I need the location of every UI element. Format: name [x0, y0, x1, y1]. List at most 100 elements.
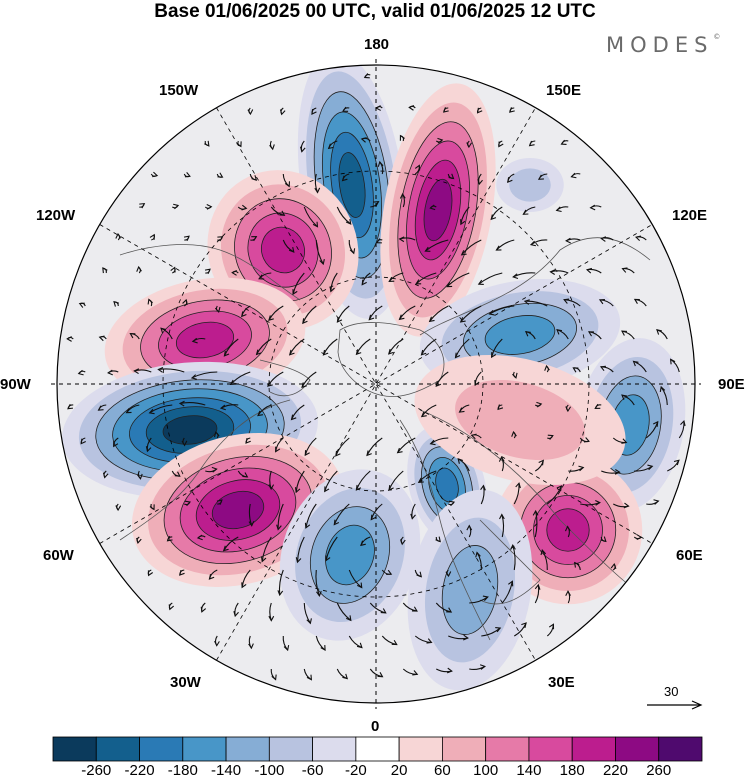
colorbar-swatch: [182, 736, 227, 762]
colorbar: [52, 736, 703, 762]
wind-arrow: [594, 403, 602, 410]
wind-arrow: [333, 503, 350, 526]
wind-arrow: [327, 140, 338, 150]
wind-arrow: [572, 367, 581, 373]
colorbar-swatch: [398, 736, 443, 762]
wind-arrow: [170, 266, 176, 274]
wind-arrow: [304, 503, 317, 529]
wind-arrow: [160, 327, 173, 340]
wind-arrow: [214, 305, 221, 313]
wind-arrow: [115, 503, 122, 512]
wind-arrow: [563, 298, 581, 307]
wind-arrow: [585, 267, 602, 274]
colorbar-swatch: [225, 736, 270, 762]
label-90e: 90E: [718, 376, 745, 393]
colorbar-swatch: [658, 736, 703, 762]
wind-arrow: [245, 437, 251, 444]
wind-arrow: [148, 404, 173, 415]
wind-arrow: [136, 265, 142, 274]
wind-arrow: [547, 434, 554, 440]
wind-arrow: [381, 569, 393, 576]
brand-text: MODES: [606, 33, 714, 57]
wind-arrow: [335, 437, 350, 457]
wind-arrow: [348, 569, 363, 589]
wind-arrow: [157, 367, 185, 373]
wind-arrow: [361, 272, 371, 286]
wind-arrow: [495, 239, 515, 251]
wind-arrow: [410, 503, 416, 520]
wind-arrow: [388, 470, 404, 491]
wind-arrow: [497, 404, 504, 411]
anomaly-center: [496, 158, 564, 212]
wind-arrow: [137, 470, 143, 480]
polar-map: [51, 59, 701, 709]
wind-arrow: [294, 470, 305, 494]
label-90w: 90W: [0, 376, 31, 393]
wind-arrow: [476, 107, 483, 114]
wind-arrow: [568, 465, 585, 472]
wind-arrow: [524, 330, 536, 340]
wind-arrow: [587, 331, 602, 340]
wind-arrow: [528, 140, 536, 147]
wind-arrow: [546, 623, 555, 637]
wind-arrow: [113, 300, 119, 307]
wind-arrow: [375, 238, 383, 244]
wind-arrow: [537, 173, 548, 180]
wind-arrow: [258, 272, 272, 280]
wind-arrow: [565, 590, 571, 604]
wind-arrow: [501, 580, 514, 604]
wind-arrow: [190, 371, 218, 380]
colorbar-tick-label: 220: [602, 762, 628, 779]
wind-arrow: [216, 499, 223, 505]
wind-arrow: [414, 164, 421, 175]
wind-arrow: [415, 272, 437, 285]
wind-arrow: [399, 134, 405, 142]
wind-arrow: [490, 206, 503, 221]
wind-arrow: [580, 500, 601, 506]
label-150w: 150W: [159, 82, 199, 99]
anomaly-center: [407, 489, 533, 691]
label-60w: 60W: [43, 547, 74, 564]
wind-arrow: [222, 536, 239, 552]
wind-arrow: [546, 485, 563, 505]
wind-arrow: [589, 204, 602, 211]
colorbar-tick-label: 260: [646, 762, 672, 779]
wind-arrow: [336, 206, 352, 225]
wind-arrow: [315, 635, 326, 652]
wind-arrow: [498, 140, 504, 148]
wind-arrow: [633, 534, 643, 540]
wind-arrow: [600, 236, 614, 242]
wind-arrow: [249, 173, 258, 181]
wind-arrow: [184, 500, 191, 507]
wind-arrow: [458, 404, 470, 413]
colorbar-swatch: [441, 736, 487, 762]
wind-arrow: [532, 509, 539, 538]
wind-arrow: [621, 394, 635, 406]
wind-arrow: [97, 404, 107, 411]
wind-arrow: [499, 513, 505, 538]
colorbar-tick-label: 100: [473, 762, 499, 779]
wind-arrow: [311, 107, 317, 115]
colorbar-tick-label: -140: [211, 762, 242, 779]
wind-arrow: [360, 536, 371, 547]
colorbar-tick-label: -20: [345, 762, 367, 779]
reference-vector-label: 30: [664, 684, 679, 699]
wind-arrow: [302, 305, 317, 325]
wind-arrow: [398, 236, 416, 243]
wind-arrow: [534, 583, 541, 604]
wind-arrow: [270, 206, 286, 216]
wind-arrow: [424, 239, 449, 252]
label-180: 180: [364, 36, 390, 53]
wind-arrow: [196, 534, 206, 541]
wind-arrow: [565, 404, 572, 413]
label-30e: 30E: [548, 674, 575, 691]
wind-arrow: [205, 466, 218, 473]
wind-arrow: [336, 305, 350, 323]
wind-arrow: [429, 437, 449, 446]
wind-arrow: [549, 269, 569, 275]
wind-arrow: [98, 335, 107, 342]
colorbar-tick-label: -180: [167, 762, 198, 779]
wind-arrow: [510, 543, 516, 571]
colorbar-tick-label: -220: [124, 762, 155, 779]
wind-arrow: [268, 470, 275, 491]
